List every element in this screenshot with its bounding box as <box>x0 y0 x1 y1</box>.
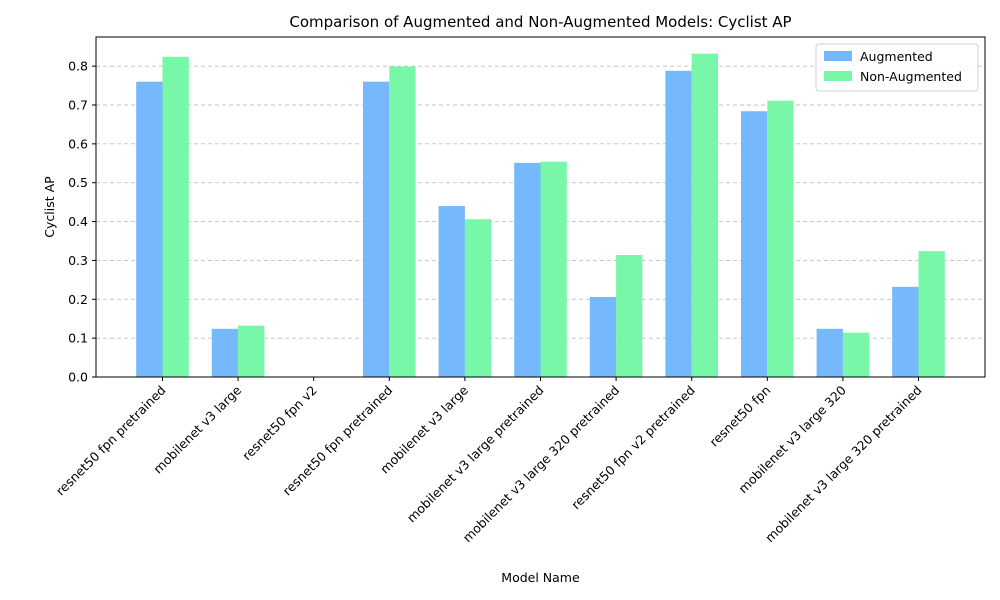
y-tick-label: 0.8 <box>68 59 88 74</box>
legend-label: Non-Augmented <box>860 69 962 84</box>
y-axis: 0.0 0.1 0.2 0.3 0.4 0.5 0.6 0.7 0.8 <box>68 59 96 385</box>
bar-augmented <box>589 296 617 377</box>
legend-swatch <box>824 71 852 81</box>
y-tick-label: 0.7 <box>68 98 88 113</box>
bar-non-augmented <box>238 325 265 377</box>
bar-non-augmented <box>842 332 870 377</box>
bar-non-augmented <box>691 53 718 378</box>
bar-augmented <box>741 111 768 378</box>
bar-augmented <box>211 328 239 377</box>
bar-non-augmented <box>464 219 492 377</box>
y-tick-label: 0.5 <box>68 175 88 190</box>
bar-non-augmented <box>540 161 567 377</box>
bar-non-augmented <box>162 56 189 378</box>
y-axis-label: Cyclist AP <box>42 176 57 238</box>
bar-augmented <box>136 81 163 377</box>
legend-swatch <box>824 51 852 61</box>
y-tick-label: 0.2 <box>68 292 88 307</box>
legend-box <box>815 43 979 92</box>
legend: Augmented Non-Augmented <box>815 43 979 92</box>
y-tick-label: 0.4 <box>68 214 88 229</box>
bar-non-augmented <box>918 251 945 377</box>
y-tick-label: 0.0 <box>68 370 88 385</box>
y-tick-label: 0.1 <box>68 331 88 346</box>
bar-augmented <box>514 162 541 377</box>
chart-title: Comparison of Augmented and Non-Augmente… <box>289 13 791 31</box>
bar-non-augmented <box>389 66 416 377</box>
bar-augmented <box>665 70 692 377</box>
bar-non-augmented <box>767 100 794 378</box>
y-tick-label: 0.3 <box>68 253 88 268</box>
legend-label: Augmented <box>860 49 933 64</box>
bars <box>136 53 945 378</box>
bar-augmented <box>438 206 465 377</box>
bar-augmented <box>892 286 919 377</box>
y-tick-label: 0.6 <box>68 136 88 151</box>
bar-augmented <box>363 81 390 377</box>
x-axis-label: Model Name <box>501 570 580 585</box>
bar-augmented <box>816 328 843 377</box>
bar-non-augmented <box>616 254 643 377</box>
